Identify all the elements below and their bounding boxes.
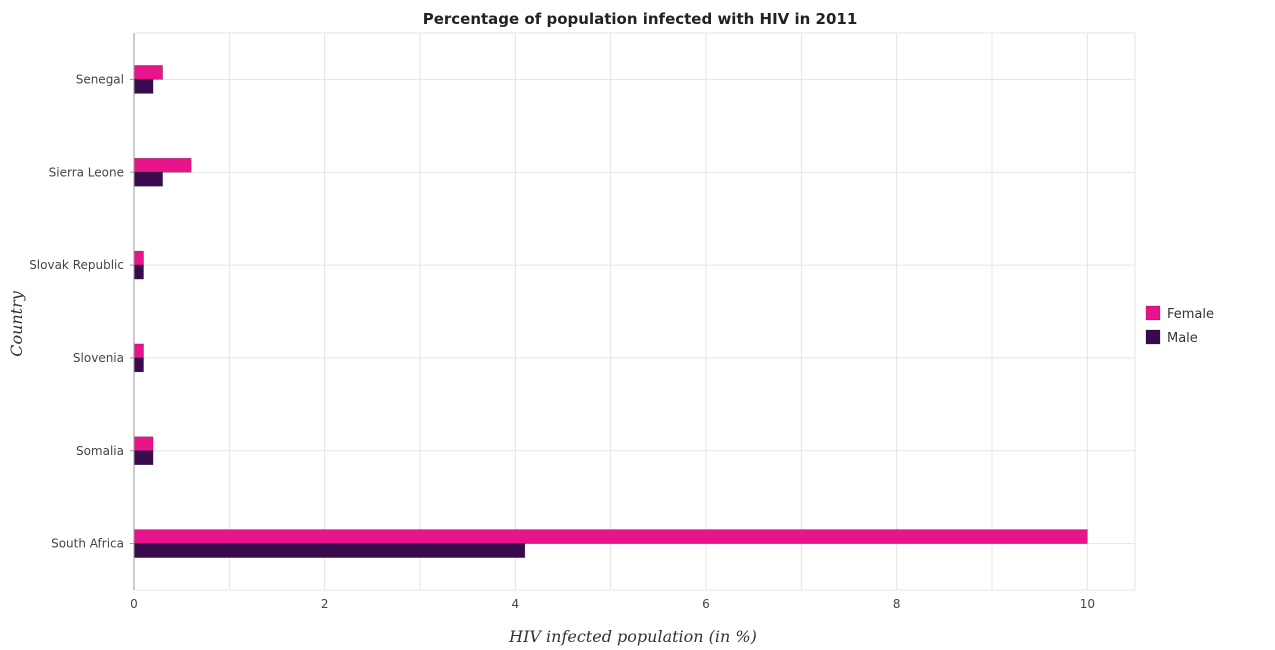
bar-male-somalia [133, 450, 154, 466]
bar-male-south-africa [133, 543, 526, 558]
legend: Female Male [1145, 305, 1214, 346]
bar-female-sierra-leone [133, 157, 192, 173]
y-tick-label: Slovak Republic [29, 258, 124, 272]
legend-label-male: Male [1167, 331, 1198, 346]
x-tick-label: 6 [702, 597, 710, 611]
y-axis-label: Country [7, 290, 26, 357]
x-tick-label: 8 [893, 597, 901, 611]
x-axis-label: HIV infected population (in %) [508, 627, 757, 646]
bar-male-sierra-leone [133, 171, 163, 187]
legend-swatch-female [1145, 305, 1161, 321]
bar-female-somalia [133, 436, 154, 452]
y-tick-label: Slovenia [73, 351, 124, 365]
legend-label-female: Female [1167, 307, 1214, 322]
bar-male-slovak-republic [133, 264, 144, 280]
chart-title: Percentage of population infected with H… [423, 10, 858, 28]
y-tick-label: Somalia [76, 444, 124, 458]
bar-female-slovak-republic [133, 250, 144, 266]
bar-female-senegal [133, 65, 163, 80]
bar-female-south-africa [133, 529, 1088, 544]
x-tick-label: 4 [512, 597, 520, 611]
x-tick-label: 10 [1080, 597, 1095, 611]
y-tick-label: Sierra Leone [49, 165, 124, 179]
bar-male-slovenia [133, 357, 144, 373]
x-tick-label: 2 [321, 597, 329, 611]
bar-male-senegal [133, 79, 154, 94]
legend-swatch-male [1145, 329, 1161, 345]
x-tick-label: 0 [130, 597, 138, 611]
bar-female-slovenia [133, 343, 144, 359]
y-tick-label: South Africa [51, 537, 124, 551]
plot-area: 0 2 4 6 8 10 Senegal Sierra Leone Slovak Republi… [29, 32, 1136, 611]
y-tick-label: Senegal [76, 72, 124, 86]
plot-frame [133, 32, 1136, 591]
